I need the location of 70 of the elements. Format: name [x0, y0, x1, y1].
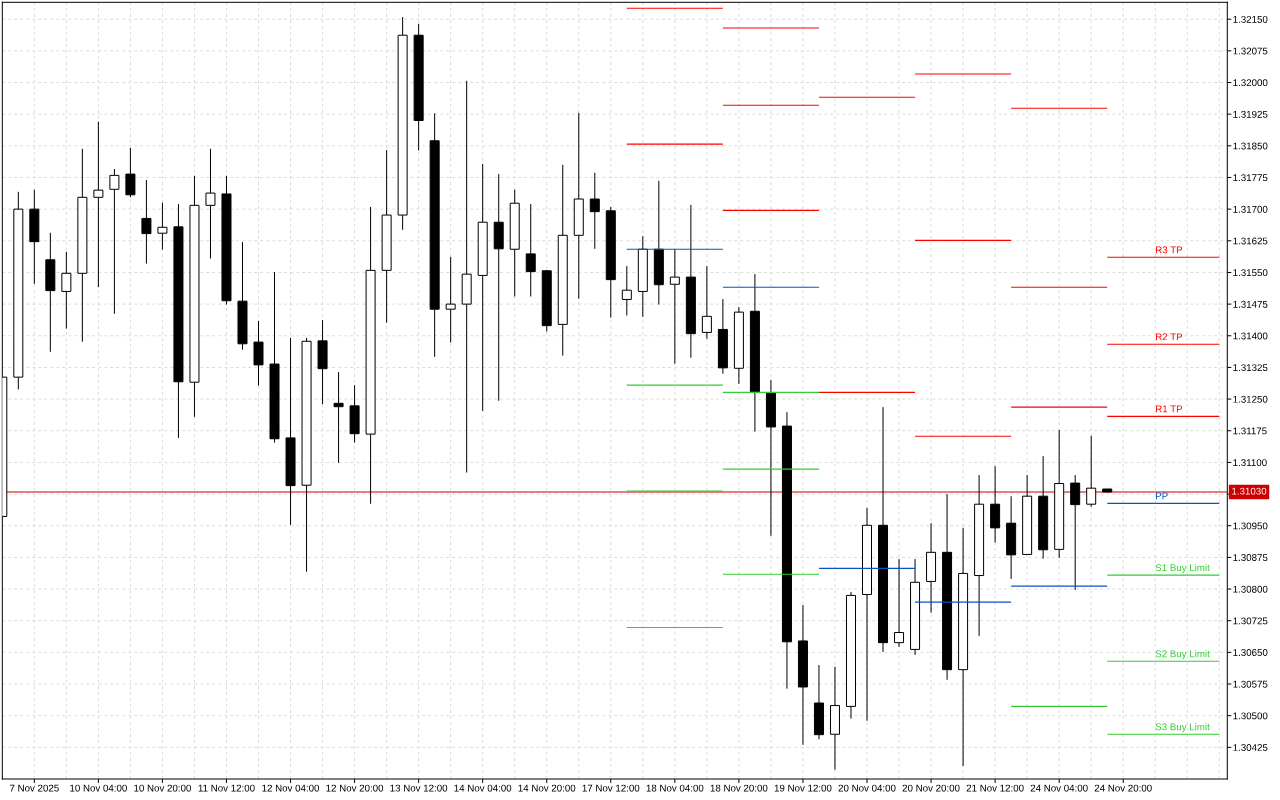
candlestick: [205, 148, 216, 260]
candlestick: [669, 248, 680, 365]
y-tick-label: 1.31625: [1233, 237, 1268, 245]
x-tick-label: 13 Nov 12:00: [390, 784, 448, 792]
x-tick-label: 12 Nov 20:00: [326, 784, 384, 792]
x-tick-label: 24 Nov 04:00: [1030, 784, 1088, 792]
candlestick: [1086, 435, 1097, 508]
x-tick-label: 18 Nov 20:00: [710, 784, 768, 792]
candlestick: [990, 465, 1001, 544]
series-label: S3 Buy Limit: [1155, 723, 1210, 733]
y-tick-label: 1.31400: [1233, 332, 1268, 340]
x-tick-label: 17 Nov 12:00: [582, 784, 640, 792]
y-tick-label: 1.31100: [1233, 459, 1267, 467]
x-tick-label: 18 Nov 04:00: [646, 784, 704, 792]
candlestick: [125, 147, 136, 198]
y-tick-label: 1.31175: [1233, 427, 1267, 435]
y-tick-label: 1.30425: [1233, 744, 1268, 751]
candlestick: [61, 251, 72, 330]
y-tick-label: 1.30650: [1233, 649, 1268, 656]
x-tick-label: 12 Nov 04:00: [262, 784, 320, 792]
x-tick-label: 19 Nov 12:00: [774, 784, 832, 792]
x-tick-label: 24 Nov 20:00: [1094, 784, 1152, 792]
x-tick-label: 14 Nov 04:00: [454, 784, 512, 792]
x-tick-label: 20 Nov 20:00: [902, 784, 960, 792]
candlestick: [461, 80, 472, 474]
ref-line-label: 1.31030: [1232, 487, 1267, 495]
y-tick-label: 1.30800: [1233, 585, 1268, 593]
x-tick-label: 14 Nov 20:00: [518, 784, 576, 792]
candlestick: [445, 256, 456, 344]
x-tick-label: 7 Nov 2025: [9, 784, 59, 792]
candlestick: [621, 265, 632, 317]
y-tick-label: 1.31250: [1233, 395, 1268, 403]
y-tick-label: 1.31775: [1233, 174, 1268, 182]
y-tick-label: 1.32075: [1233, 47, 1268, 55]
series-label: R3 TP: [1156, 246, 1183, 254]
y-tick-label: 1.31550: [1233, 269, 1268, 277]
y-tick-label: 1.32150: [1233, 15, 1268, 23]
candlestick: [109, 168, 120, 315]
candlestick: [894, 558, 905, 648]
y-tick-label: 1.30875: [1233, 554, 1268, 562]
candlestick: [333, 371, 344, 464]
x-tick-label: 10 Nov 20:00: [134, 784, 191, 792]
candlestick: [589, 172, 600, 250]
y-tick-label: 1.31925: [1233, 110, 1268, 118]
y-tick-label: 1.30725: [1233, 617, 1268, 625]
candlestick: [701, 265, 712, 340]
y-tick-label: 1.31850: [1233, 142, 1268, 150]
y-tick-label: 1.30950: [1233, 522, 1268, 530]
x-tick-label: 10 Nov 04:00: [70, 784, 127, 792]
x-tick-label: 21 Nov 12:00: [966, 784, 1024, 792]
y-tick-label: 1.31700: [1233, 205, 1268, 213]
y-tick-label: 1.32000: [1233, 79, 1268, 87]
y-tick-label: 1.30575: [1233, 680, 1268, 688]
series-label: S1 Buy Limit: [1155, 563, 1210, 574]
y-tick-label: 1.31325: [1233, 364, 1268, 372]
x-tick-label: 20 Nov 04:00: [838, 784, 896, 792]
candlestick: [1070, 474, 1081, 591]
series-label: R2 TP: [1156, 333, 1183, 341]
candlestick: [157, 202, 168, 251]
series-label: S2 Buy Limit: [1155, 650, 1210, 660]
y-tick-label: 1.31475: [1233, 300, 1268, 308]
candlestick: [493, 173, 504, 402]
series-label: PP: [1156, 492, 1168, 500]
series-label: R1 TP: [1156, 405, 1183, 413]
y-tick-label: 1.30500: [1233, 712, 1268, 720]
candlestick: [253, 320, 264, 387]
candlestick: [525, 203, 536, 298]
candlestick: [141, 179, 152, 265]
x-tick-label: 11 Nov 12:00: [198, 784, 255, 792]
candlestick: [93, 121, 104, 288]
